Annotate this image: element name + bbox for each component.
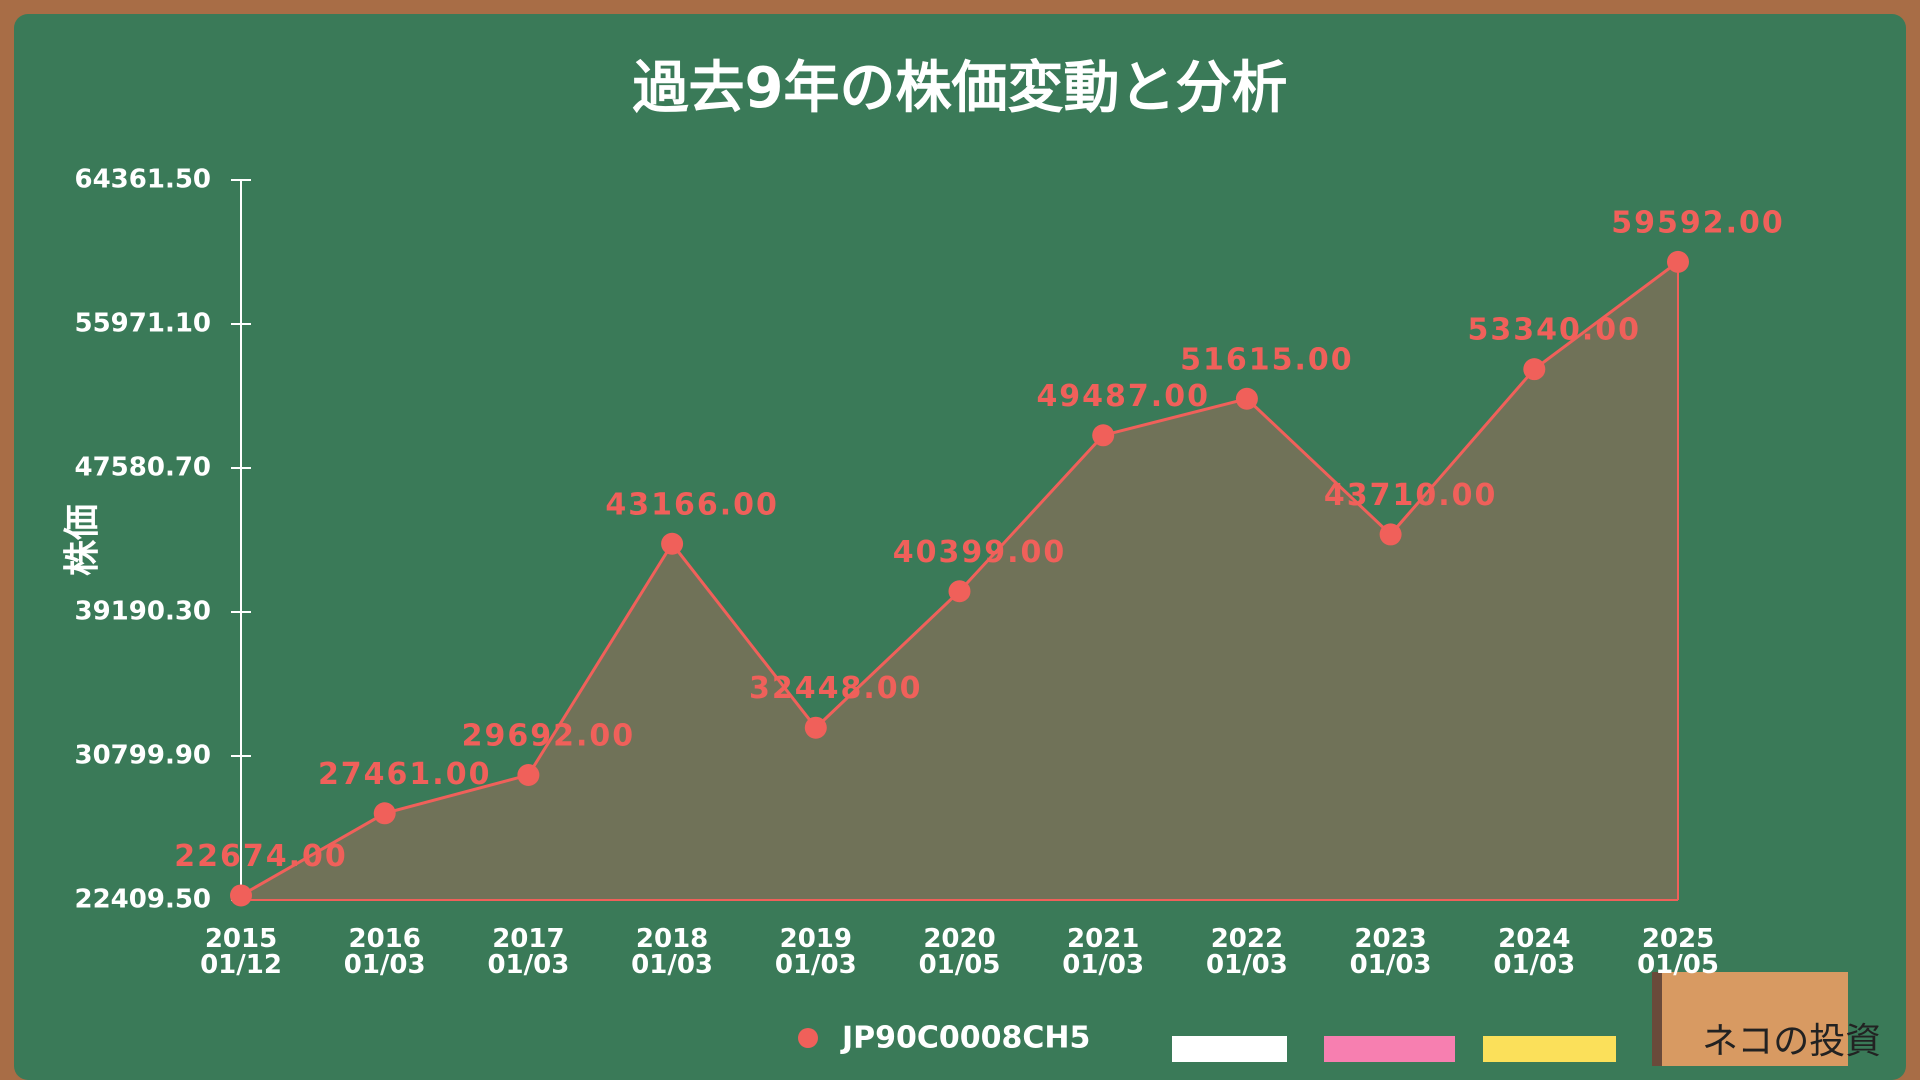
x-tick-label: 2016 01/03 (343, 924, 426, 980)
area (241, 261, 1678, 900)
legend-swatch (1324, 1036, 1455, 1062)
value-label: 53340.00 (1468, 313, 1642, 348)
y-tick-label: 64361.50 (74, 165, 211, 195)
y-tick-label: 22409.50 (74, 885, 211, 915)
point (948, 580, 971, 603)
x-tick-label: 2019 01/03 (774, 924, 857, 980)
value-label: 22674.00 (174, 839, 348, 874)
value-label: 32448.00 (749, 671, 923, 706)
value-label: 29692.00 (462, 719, 636, 754)
x-tick-label: 2023 01/03 (1349, 924, 1432, 980)
x-tick-label: 2015 01/12 (200, 924, 282, 980)
value-label: 49487.00 (1036, 379, 1210, 414)
point (804, 716, 827, 739)
chart-title: 過去9年の株価変動と分析 (633, 56, 1288, 121)
point (661, 532, 684, 555)
x-tick-label: 2018 01/03 (631, 924, 714, 980)
value-label: 40399.00 (893, 535, 1067, 570)
y-tick-label: 30799.90 (74, 741, 211, 771)
y-axis-title: 株価 (62, 504, 103, 576)
x-tick-label: 2017 01/03 (487, 924, 570, 980)
x-tick-label: 2020 01/05 (918, 924, 1001, 980)
point (517, 764, 540, 787)
point (373, 802, 396, 825)
legend-swatch (1172, 1036, 1287, 1062)
y-tick-label: 55971.10 (74, 309, 211, 339)
point (1523, 358, 1546, 381)
legend-swatch (1483, 1036, 1616, 1062)
x-tick-label: 2024 01/03 (1493, 924, 1576, 980)
y-tick-label: 47580.70 (74, 453, 211, 483)
x-tick-label: 2022 01/03 (1205, 924, 1288, 980)
point (1092, 424, 1115, 447)
point (1379, 523, 1402, 546)
y-tick-label: 39190.30 (74, 597, 211, 627)
point (1235, 387, 1258, 410)
x-tick-label: 2025 01/05 (1637, 924, 1719, 980)
point (230, 884, 252, 907)
point (1667, 250, 1689, 273)
legend-marker (798, 1028, 818, 1048)
value-label: 51615.00 (1180, 342, 1354, 377)
logo: ネコの投資 (1652, 972, 1881, 1066)
value-label: 59592.00 (1611, 205, 1785, 240)
logo-text: ネコの投資 (1702, 1021, 1882, 1062)
value-label: 43166.00 (605, 487, 779, 522)
chalkboard (14, 14, 1906, 1080)
x-tick-label: 2021 01/03 (1062, 924, 1145, 980)
legend-label: JP90C0008CH5 (840, 1021, 1090, 1056)
value-label: 43710.00 (1324, 478, 1498, 513)
value-label: 27461.00 (318, 757, 492, 792)
